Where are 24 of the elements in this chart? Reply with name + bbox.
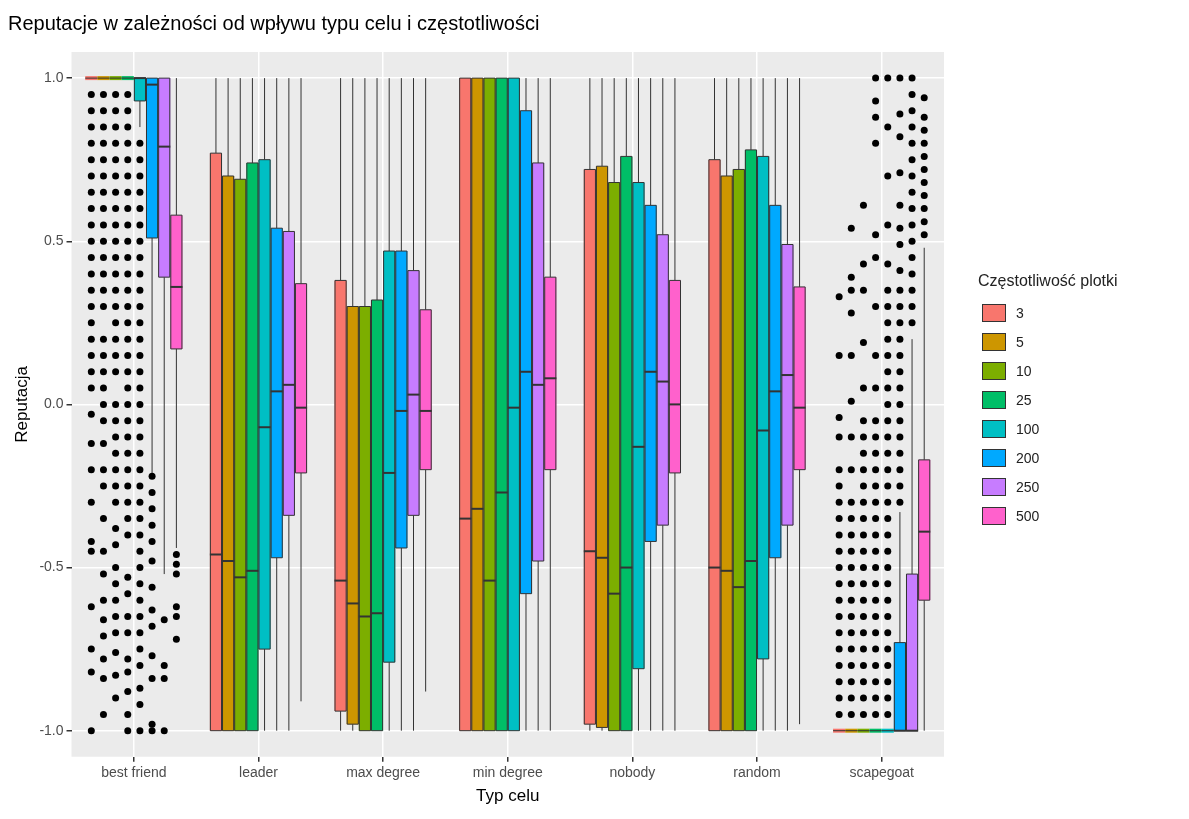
y-axis-title: Reputacja [11,365,31,443]
legend-label: 10 [1016,362,1032,379]
x-tick-label: leader [239,764,279,781]
legend-label: 500 [1016,507,1040,524]
x-tick-label: random [733,764,781,781]
x-tick-label: nobody [609,764,656,781]
y-tick-label: -1.0 [39,721,64,738]
legend-label: 250 [1016,478,1040,495]
x-axis-title: Typ celu [476,786,540,806]
legend-label: 200 [1016,449,1040,466]
legend-label: 100 [1016,420,1040,437]
x-tick-label: best friend [101,764,167,781]
chart-title: Reputacje w zależności od wpływu typu celu i częstotliwości [8,11,540,34]
y-tick-label: 0.5 [44,232,64,249]
legend-title: Częstotliwość plotki [978,272,1118,290]
x-tick-label: min degree [472,764,543,781]
legend-label: 25 [1016,391,1032,408]
y-tick-label: -0.5 [39,558,64,575]
legend-label: 3 [1016,304,1024,321]
y-tick-label: 1.0 [44,68,64,85]
y-tick-label: 0.0 [44,395,64,412]
x-tick-label: scapegoat [849,764,915,781]
x-tick-label: max degree [346,764,421,781]
legend-label: 5 [1016,333,1024,350]
